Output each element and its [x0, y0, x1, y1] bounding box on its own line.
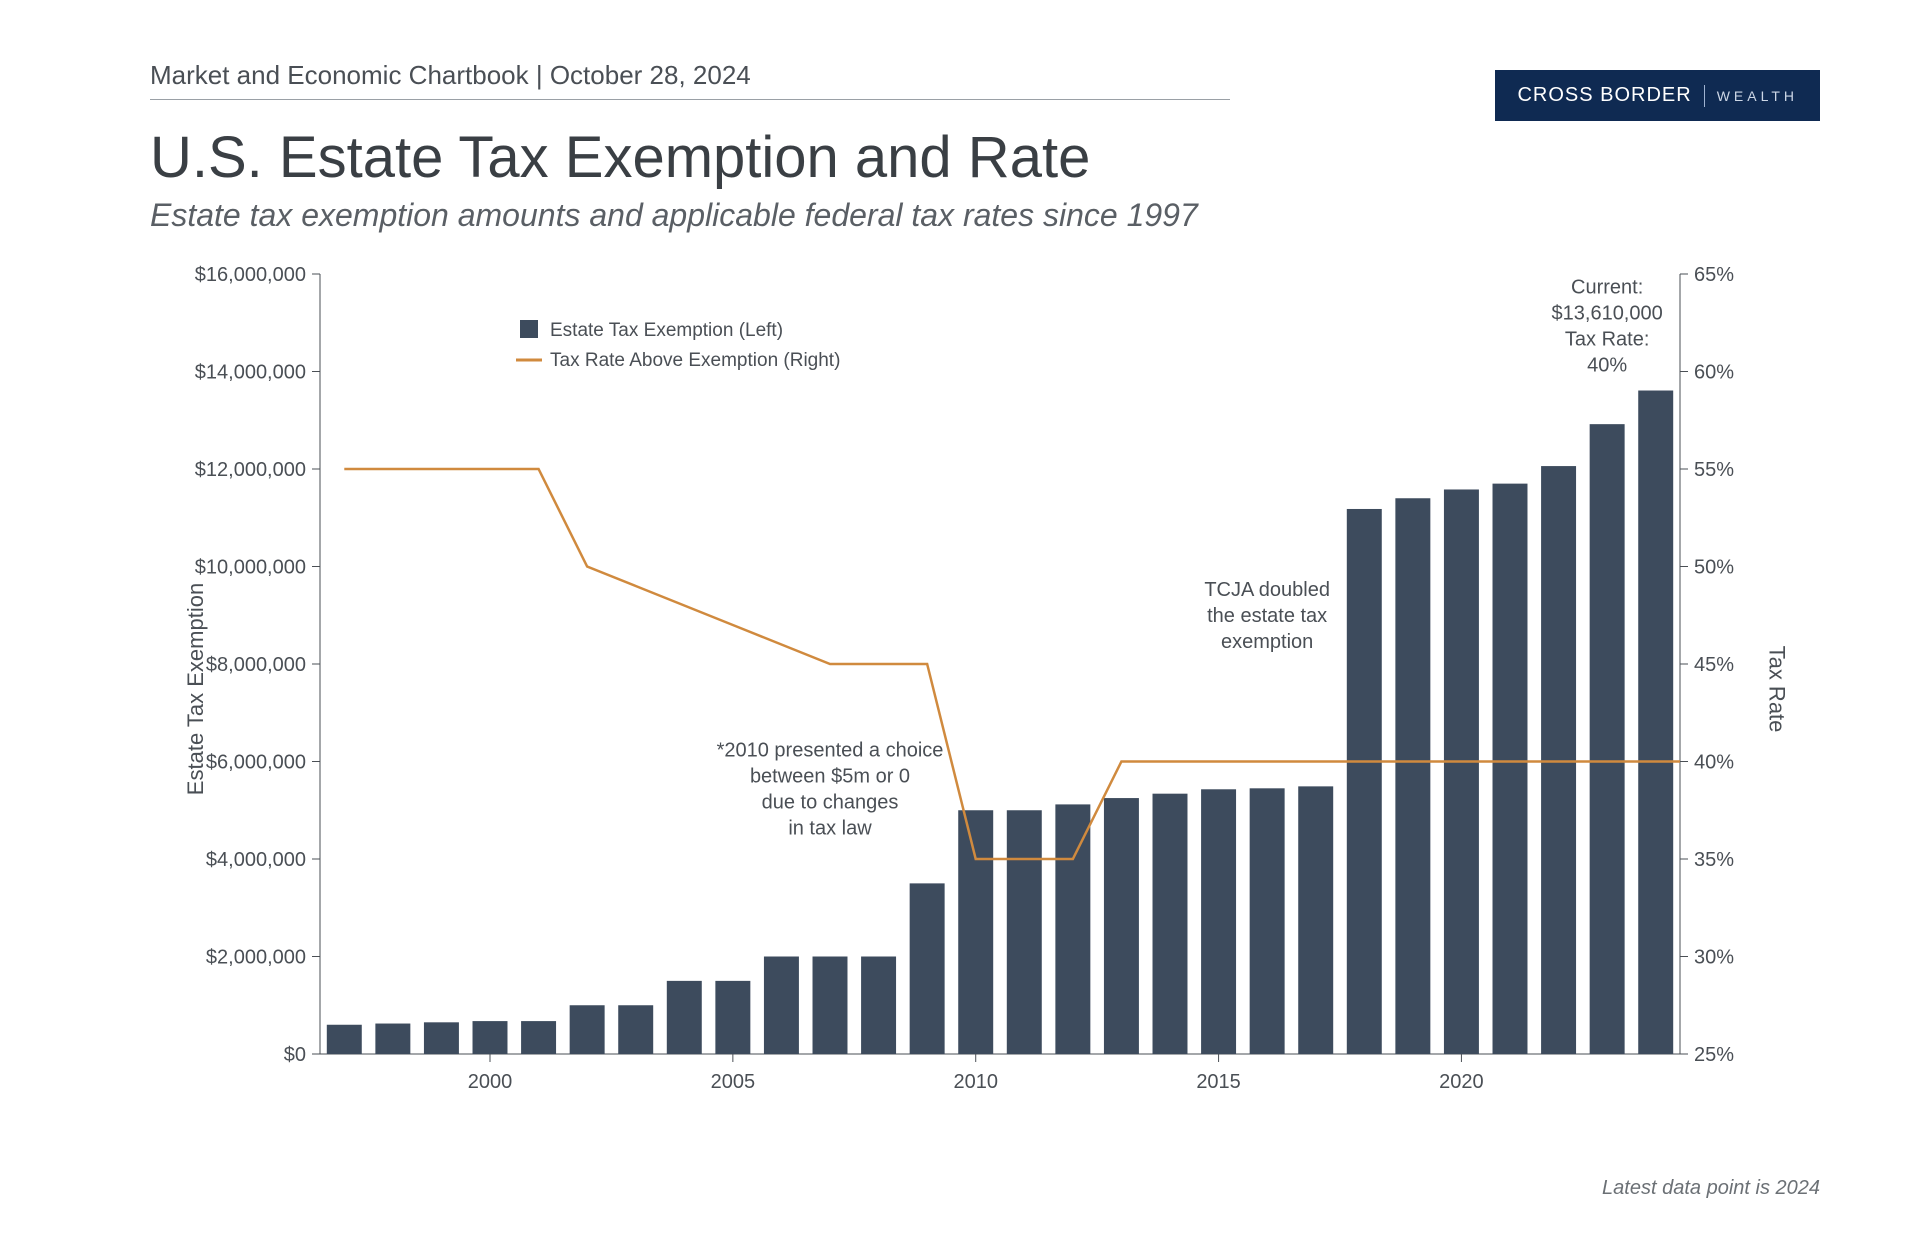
chart-annotation: TCJA doubled — [1204, 579, 1330, 601]
y-left-tick-label: $0 — [284, 1044, 306, 1066]
exemption-bar — [521, 1021, 556, 1054]
y-right-tick-label: 45% — [1694, 654, 1734, 676]
x-tick-label: 2010 — [953, 1071, 998, 1093]
y-right-axis-title: Tax Rate — [1764, 646, 1790, 733]
exemption-bar — [327, 1025, 362, 1054]
exemption-bar — [375, 1024, 410, 1054]
exemption-bar — [1444, 489, 1479, 1054]
exemption-bar — [1153, 794, 1188, 1054]
legend-label: Estate Tax Exemption (Left) — [550, 320, 783, 341]
legend-swatch-bar — [520, 320, 538, 338]
logo-divider — [1704, 85, 1705, 107]
chart-annotation: in tax law — [788, 818, 872, 840]
page-subtitle: Estate tax exemption amounts and applica… — [150, 197, 1830, 234]
exemption-bar — [424, 1022, 459, 1054]
x-tick-label: 2015 — [1196, 1071, 1241, 1093]
y-left-tick-label: $16,000,000 — [195, 264, 306, 286]
y-left-tick-label: $14,000,000 — [195, 362, 306, 384]
exemption-bar — [1590, 424, 1625, 1054]
exemption-bar — [1395, 498, 1430, 1054]
exemption-bar — [1541, 466, 1576, 1054]
y-right-tick-label: 60% — [1694, 362, 1734, 384]
chart-annotation: $13,610,000 — [1552, 303, 1663, 325]
y-left-tick-label: $2,000,000 — [206, 947, 306, 969]
chart-annotation: exemption — [1221, 631, 1313, 653]
exemption-bar — [1347, 509, 1382, 1054]
exemption-bar — [1638, 391, 1673, 1054]
exemption-bar — [813, 957, 848, 1055]
y-left-axis-title: Estate Tax Exemption — [183, 583, 209, 795]
exemption-bar — [861, 957, 896, 1055]
y-right-tick-label: 55% — [1694, 459, 1734, 481]
chart-annotation: the estate tax — [1207, 605, 1327, 627]
y-right-tick-label: 25% — [1694, 1044, 1734, 1066]
tax-rate-line — [344, 469, 1680, 859]
chart-annotation: *2010 presented a choice — [717, 740, 944, 762]
y-right-tick-label: 65% — [1694, 264, 1734, 286]
exemption-bar — [473, 1021, 508, 1054]
x-tick-label: 2000 — [468, 1071, 513, 1093]
exemption-bar — [1007, 810, 1042, 1054]
exemption-bar — [715, 981, 750, 1054]
logo-main: CROSS BORDER — [1517, 84, 1691, 107]
estate-tax-chart: $0 $2,000,000 $4,000,000 $6,000,000 $8,000,0… — [150, 254, 1770, 1124]
legend-label: Tax Rate Above Exemption (Right) — [550, 350, 840, 371]
exemption-bar — [1055, 804, 1090, 1054]
exemption-bar — [764, 957, 799, 1055]
brand-logo: CROSS BORDER WEALTH — [1495, 70, 1820, 121]
exemption-bar — [958, 810, 993, 1054]
y-right-tick-label: 35% — [1694, 849, 1734, 871]
exemption-bar — [570, 1005, 605, 1054]
chart-annotation: Current: — [1571, 277, 1643, 299]
chart-footnote: Latest data point is 2024 — [1602, 1177, 1820, 1200]
chart-container: Estate Tax Exemption Tax Rate $0$2,000,0… — [150, 254, 1770, 1124]
y-right-tick-label: 50% — [1694, 557, 1734, 579]
page-title: U.S. Estate Tax Exemption and Rate — [150, 124, 1830, 191]
y-right-tick-label: 30% — [1694, 947, 1734, 969]
exemption-bar — [667, 981, 702, 1054]
x-tick-label: 2020 — [1439, 1071, 1484, 1093]
exemption-bar — [1298, 786, 1333, 1054]
chart-annotation: due to changes — [762, 792, 899, 814]
logo-sub: WEALTH — [1717, 88, 1798, 104]
y-left-tick-label: $4,000,000 — [206, 849, 306, 871]
chart-annotation: between $5m or 0 — [750, 766, 910, 788]
y-left-tick-label: $6,000,000 — [206, 752, 306, 774]
x-tick-label: 2005 — [711, 1071, 756, 1093]
y-left-tick-label: $10,000,000 — [195, 557, 306, 579]
header-line: Market and Economic Chartbook | October … — [150, 60, 1230, 100]
chart-annotation: Tax Rate: — [1565, 329, 1649, 351]
exemption-bar — [618, 1005, 653, 1054]
y-left-tick-label: $12,000,000 — [195, 459, 306, 481]
y-left-tick-label: $8,000,000 — [206, 654, 306, 676]
exemption-bar — [910, 883, 945, 1054]
exemption-bar — [1493, 484, 1528, 1054]
chart-annotation: 40% — [1587, 355, 1627, 377]
exemption-bar — [1201, 789, 1236, 1054]
exemption-bar — [1104, 798, 1139, 1054]
y-right-tick-label: 40% — [1694, 752, 1734, 774]
exemption-bar — [1250, 788, 1285, 1054]
